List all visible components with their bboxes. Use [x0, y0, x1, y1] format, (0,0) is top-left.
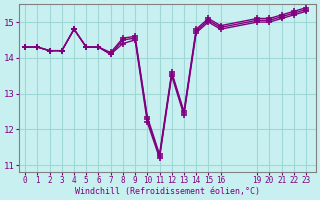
X-axis label: Windchill (Refroidissement éolien,°C): Windchill (Refroidissement éolien,°C) [75, 187, 260, 196]
